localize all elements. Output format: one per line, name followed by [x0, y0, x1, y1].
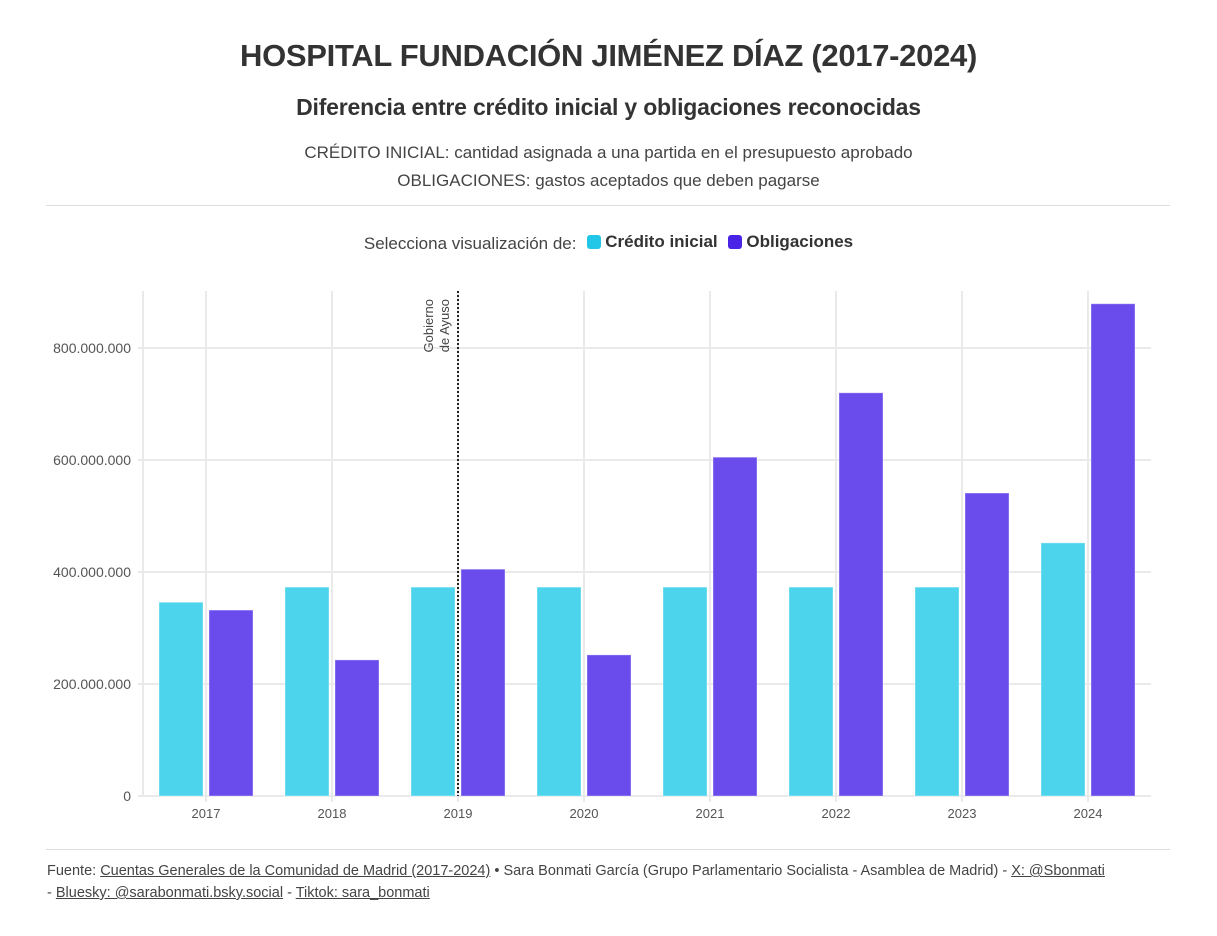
bar-credito-inicial-2017[interactable]: [158, 601, 204, 797]
y-tick-label: 800.000.000: [53, 340, 131, 356]
source-link[interactable]: Cuentas Generales de la Comunidad de Mad…: [100, 863, 491, 879]
y-tick-label: 600.000.000: [53, 452, 131, 468]
annotation-layer: Gobierno de Ayuso: [421, 291, 459, 796]
x-link[interactable]: X: @Sbonmati: [1011, 863, 1105, 879]
legend-item-obligaciones[interactable]: Obligaciones: [728, 232, 853, 252]
separator: -: [283, 885, 296, 901]
bar-obligaciones-2021[interactable]: [712, 456, 758, 797]
annotation-text-line1: Gobierno: [421, 299, 436, 352]
bluesky-link[interactable]: Bluesky: @sarabonmati.bsky.social: [55, 885, 284, 901]
footer-source: Fuente: Cuentas Generales de la Comunida…: [47, 860, 1177, 904]
legend-label-credito: Crédito inicial: [605, 232, 718, 251]
bullet-separator: •: [490, 863, 504, 879]
bar-obligaciones-2017[interactable]: [208, 609, 254, 797]
x-tick-label: 2017: [192, 806, 221, 821]
legend-item-credito-inicial[interactable]: Crédito inicial: [587, 232, 718, 252]
bar-credito-inicial-2022[interactable]: [788, 586, 834, 797]
legend-swatch-credito-icon: [587, 235, 602, 249]
x-tick-label: 2024: [1074, 806, 1103, 821]
bar-obligaciones-2022[interactable]: [838, 392, 884, 797]
description-credito: CRÉDITO INICIAL: cantidad asignada a una…: [304, 143, 913, 162]
bar-obligaciones-2020[interactable]: [586, 654, 632, 797]
y-tick-label: 200.000.000: [53, 676, 131, 692]
bars: [158, 303, 1136, 797]
bar-chart: Gobierno de Ayuso 0 200.000.000 400.000.000…: [53, 291, 1151, 821]
separator: -: [47, 885, 56, 901]
x-axis: 2017 2018 2019 2020 2021 2022 2023 2024: [192, 806, 1103, 821]
bar-obligaciones-2023[interactable]: [964, 492, 1010, 797]
tiktok-link[interactable]: Tiktok: sara_bonmati: [295, 885, 430, 901]
legend-label-obligaciones: Obligaciones: [746, 232, 854, 251]
legend-prompt: Selecciona visualización de:: [363, 234, 577, 253]
chart-subtitle: Diferencia entre crédito inicial y oblig…: [296, 94, 921, 120]
bar-credito-inicial-2018[interactable]: [284, 586, 330, 797]
annotation-label: Gobierno de Ayuso: [421, 299, 452, 352]
chart-title: HOSPITAL FUNDACIÓN JIMÉNEZ DÍAZ (2017-20…: [240, 38, 977, 73]
bar-credito-inicial-2019[interactable]: [410, 586, 456, 797]
legend: Selecciona visualización de: Crédito ini…: [0, 232, 1217, 254]
legend-swatch-obligaciones-icon: [728, 235, 743, 249]
header-divider: [46, 205, 1170, 206]
source-prefix: Fuente:: [47, 863, 101, 879]
annotation-text-line2: de Ayuso: [437, 299, 452, 352]
bar-credito-inicial-2023[interactable]: [914, 586, 960, 797]
x-tick-label: 2021: [696, 806, 725, 821]
gridlines: [138, 291, 1151, 802]
footer-divider: [46, 849, 1170, 850]
bar-obligaciones-2019[interactable]: [460, 568, 506, 797]
x-tick-label: 2019: [444, 806, 473, 821]
bar-credito-inicial-2021[interactable]: [662, 586, 708, 797]
y-tick-label: 400.000.000: [53, 564, 131, 580]
bar-credito-inicial-2024[interactable]: [1040, 542, 1086, 797]
bar-credito-inicial-2020[interactable]: [536, 586, 582, 797]
author-text: Sara Bonmati García (Grupo Parlamentario…: [503, 863, 1012, 879]
bar-obligaciones-2024[interactable]: [1090, 303, 1136, 797]
bar-obligaciones-2018[interactable]: [334, 659, 380, 797]
x-tick-label: 2020: [570, 806, 599, 821]
description-obligaciones: OBLIGACIONES: gastos aceptados que deben…: [397, 171, 820, 190]
y-tick-label: 0: [123, 788, 131, 804]
x-tick-label: 2023: [948, 806, 977, 821]
x-tick-label: 2018: [318, 806, 347, 821]
y-axis: 0 200.000.000 400.000.000 600.000.000 800.00…: [53, 340, 131, 804]
x-tick-label: 2022: [822, 806, 851, 821]
